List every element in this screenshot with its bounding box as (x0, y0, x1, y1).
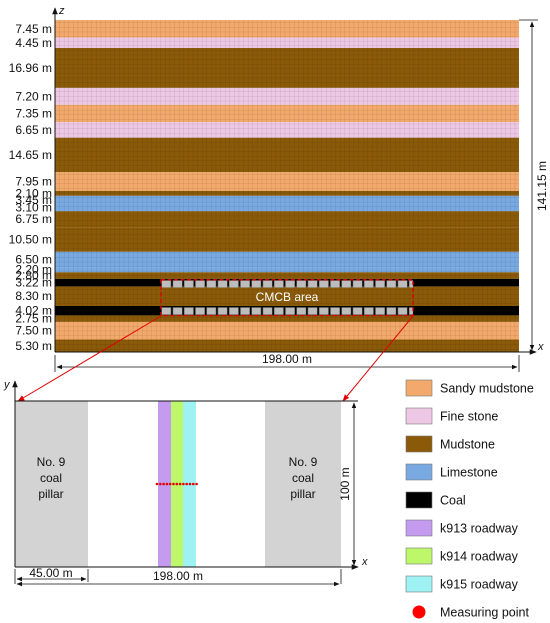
left-pillar-label-2: coal (40, 471, 62, 485)
layer-thickness-label: 7.20 m (15, 89, 52, 103)
legend-label-k915: k915 roadway (440, 578, 519, 592)
legend-swatch-fine_stone (405, 407, 433, 425)
layer-thickness-label: 3.10 m (15, 201, 52, 215)
measuring-point (195, 482, 198, 486)
legend-label-mudstone: Mudstone (440, 438, 495, 452)
right-pillar-label-2: coal (292, 471, 314, 485)
legend-label-limestone: Limestone (440, 466, 498, 480)
legend-swatch-sandy_mudstone (405, 379, 433, 397)
layer-thickness-label: 4.02 m (15, 304, 52, 318)
right-pillar-label-3: pillar (290, 487, 315, 501)
z-axis-label: z (58, 5, 65, 17)
legend-label-k914: k914 roadway (440, 550, 519, 564)
layer-thickness-label: 7.35 m (15, 106, 52, 120)
strata-model: 7.45 m4.45 m 16.96 m 7.20 m 7.35 m 6.65 m 14.… (9, 5, 549, 372)
measuring-point (185, 482, 188, 486)
plan-view: No. 9 coal pillar No. 9 coal pillar y x … (3, 379, 368, 587)
layer-thickness-label: 3.22 m (15, 276, 52, 290)
legend-swatch-coal (405, 491, 433, 509)
layer-thickness-label: 3.45 m (15, 193, 52, 207)
plan-height-label: 100 m (338, 467, 352, 500)
measuring-point (172, 482, 175, 486)
layer-thickness-label: 2.20 m (15, 263, 52, 277)
cmcb-area: CMCB area (160, 279, 414, 317)
legend-swatch-k914 (405, 547, 433, 565)
cmcb-area-label: CMCB area (256, 290, 319, 304)
legend-swatch-mudstone (405, 435, 433, 453)
measuring-point (165, 482, 169, 486)
layer-thickness-label: 7.45 m (15, 22, 52, 36)
measuring-point (175, 482, 179, 486)
y-axis-label: y (3, 379, 11, 391)
x-axis-upper-label: x (537, 341, 544, 353)
layer-thickness-label: 7.95 m (15, 175, 52, 189)
measuring-point (192, 482, 195, 486)
layer-thickness-label: 5.30 m (15, 339, 52, 353)
legend-label-sandy_mudstone: Sandy mudstone (440, 382, 534, 396)
connector-arrow-left (17, 315, 162, 402)
measuring-point (182, 482, 185, 486)
right-pillar-label-1: No. 9 (289, 455, 318, 469)
model-mesh (55, 20, 519, 352)
right-coal-pillar (265, 401, 341, 567)
layer-thickness-label: 8.30 m (15, 289, 52, 303)
height-dimension-label: 141.15 m (535, 161, 549, 211)
layer-thickness-label: 2.80 m (15, 269, 52, 283)
layer-thickness-label: 14.65 m (9, 148, 52, 162)
measuring-point (188, 482, 192, 486)
plan-width-label: 198.00 m (153, 569, 203, 583)
legend: Sandy mudstone Fine stone Mudstone Limeston… (405, 379, 534, 620)
measuring-point (159, 482, 162, 486)
layer-thickness-label: 7.50 m (15, 324, 52, 338)
layer-thickness-label: 10.50 m (9, 232, 52, 246)
layer-thickness-label: 16.96 m (9, 61, 52, 75)
width-dimension-label: 198.00 m (262, 352, 312, 366)
layer-thickness-label: 6.65 m (15, 123, 52, 137)
legend-swatch-k913 (405, 519, 433, 537)
layer-thickness-label: 6.75 m (15, 212, 52, 226)
left-pillar-label-3: pillar (38, 487, 63, 501)
layer-thickness-label: 4.45 m (15, 36, 52, 50)
pillar-width-label: 45.00 m (29, 566, 72, 580)
layer-thickness-label: 2.10 m (15, 186, 52, 200)
cmcb-top-cells (161, 279, 413, 288)
cmcb-bottom-cells (161, 306, 413, 316)
legend-swatch-limestone (405, 463, 433, 481)
legend-label-k913: k913 roadway (440, 522, 519, 536)
legend-label-coal: Coal (440, 494, 466, 508)
measuring-point (168, 482, 172, 486)
x-axis-lower-label: x (361, 556, 368, 568)
measuring-point (178, 482, 182, 486)
left-coal-pillar (15, 401, 88, 567)
layer-thickness-labels: 7.45 m4.45 m 16.96 m 7.20 m 7.35 m 6.65 m 14.… (9, 22, 52, 353)
measuring-point (155, 482, 159, 486)
legend-label-fine_stone: Fine stone (440, 410, 498, 424)
layer-thickness-label: 6.50 m (15, 252, 52, 266)
legend-label-measuring: Measuring point (440, 606, 529, 620)
measuring-points (155, 482, 198, 486)
legend-marker-measuring (412, 605, 426, 619)
cmcb-outline (160, 279, 414, 317)
measuring-point (162, 482, 165, 486)
legend-swatch-k915 (405, 575, 433, 593)
layer-thickness-label: 2.75 m (15, 312, 52, 326)
left-pillar-label-1: No. 9 (37, 455, 66, 469)
connector-arrow-right (342, 315, 414, 402)
